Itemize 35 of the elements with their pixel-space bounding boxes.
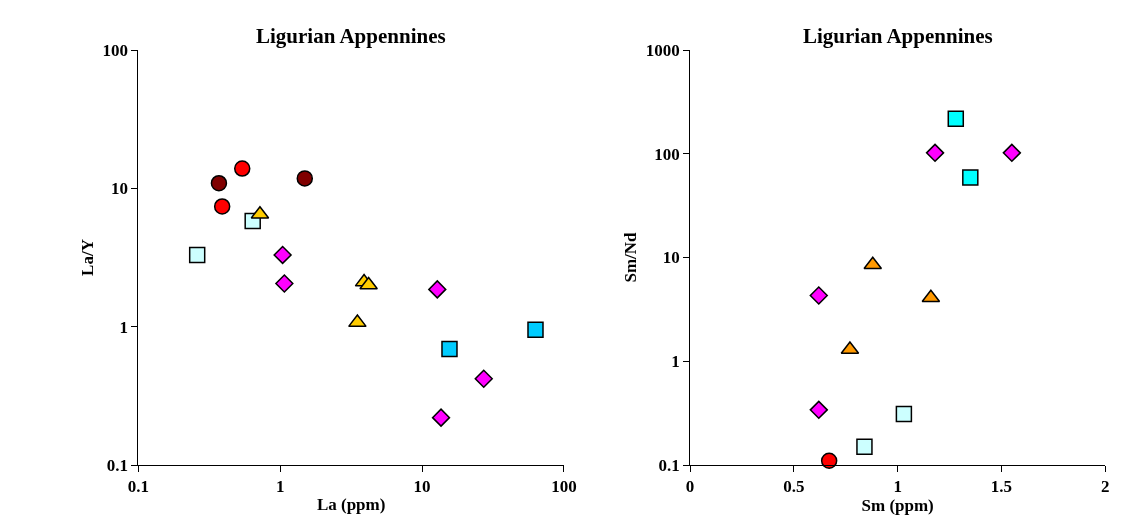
y-tick-label: 100 <box>102 40 128 60</box>
point <box>962 169 979 186</box>
point <box>820 452 838 469</box>
y-tick-label: 1 <box>671 352 680 372</box>
y-tick-label: 0.1 <box>106 455 128 475</box>
point <box>863 256 883 270</box>
x-tick-label: 1.5 <box>990 477 1013 497</box>
chart-title: Ligurian Appennines <box>256 24 446 48</box>
y-axis-title: Sm/Nd <box>621 231 641 283</box>
y-tick-label: 10 <box>110 179 128 199</box>
x-axis-title: Sm (ppm) <box>861 496 934 516</box>
y-tick-label: 0.1 <box>658 455 680 475</box>
point <box>921 289 941 303</box>
y-tick-label: 100 <box>654 144 680 164</box>
x-tick-label: 2 <box>1100 477 1110 497</box>
y-tick-label: 10 <box>662 248 680 268</box>
x-tick-label: 1 <box>893 477 902 497</box>
y-axis-title: La/Y <box>77 239 97 276</box>
point <box>809 400 828 420</box>
point <box>947 110 965 127</box>
chart-title: Ligurian Appennines <box>803 24 993 48</box>
x-tick-label: 0.5 <box>783 477 805 497</box>
point <box>856 438 873 455</box>
point <box>809 286 828 305</box>
y-tick-label: 1 <box>119 317 128 337</box>
x-tick-label: 0 <box>685 477 695 497</box>
x-tick-label: 1 <box>275 477 285 497</box>
x-tick-label: 100 <box>551 477 577 497</box>
point <box>895 405 913 423</box>
x-axis-title: La (ppm) <box>316 494 386 514</box>
point <box>1002 143 1022 163</box>
y-tick-label: 1000 <box>645 40 680 60</box>
x-tick-label: 10 <box>413 477 431 497</box>
x-tick-label: 0.1 <box>127 477 149 497</box>
point <box>925 143 945 163</box>
